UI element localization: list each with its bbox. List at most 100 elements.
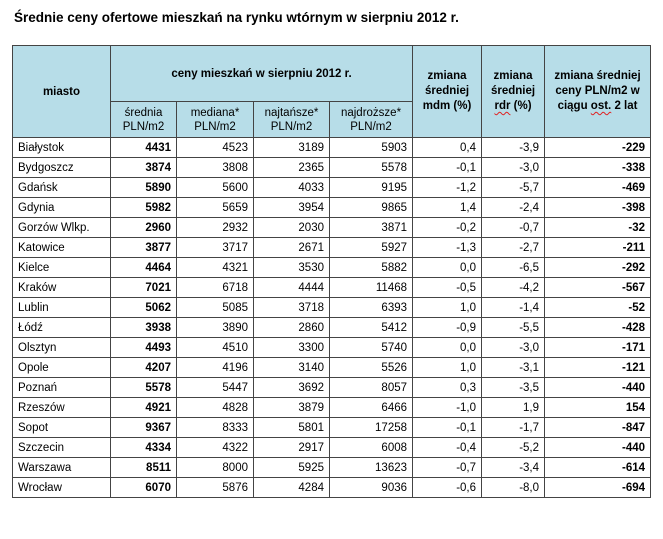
cell-najdrozsze: 6466 bbox=[328, 397, 414, 418]
cell-najtansze: 2671 bbox=[253, 237, 330, 258]
cell-rdr: -1,4 bbox=[481, 297, 546, 318]
table-row: Lublin 5062 5085 3718 6393 1,0 -1,4 -52 bbox=[12, 297, 652, 318]
cell-mdm: -0,6 bbox=[412, 477, 483, 498]
cell-mdm: -1,3 bbox=[412, 237, 483, 258]
header-2-lata: zmiana średniej ceny PLN/m2 w ciągu ost.… bbox=[544, 45, 652, 138]
cell-srednia: 8511 bbox=[110, 457, 177, 478]
cell-rdr: -2,4 bbox=[481, 197, 546, 218]
cell-mediana: 8333 bbox=[176, 417, 254, 438]
cell-najdrozsze: 6008 bbox=[328, 437, 414, 458]
cell-srednia: 6070 bbox=[110, 477, 177, 498]
cell-mediana: 4196 bbox=[176, 357, 254, 378]
cell-najtansze: 3718 bbox=[253, 297, 330, 318]
cell-rdr: -4,2 bbox=[481, 277, 546, 298]
cell-mediana: 5876 bbox=[176, 477, 254, 498]
cell-mediana: 4510 bbox=[176, 337, 254, 358]
cell-rdr: -3,9 bbox=[481, 137, 546, 158]
cell-najdrozsze: 6393 bbox=[328, 297, 414, 318]
header-mdm-top: zmiana średniej bbox=[424, 70, 470, 97]
table-row: Szczecin 4334 4322 2917 6008 -0,4 -5,2 -440 bbox=[12, 437, 652, 458]
cell-rdr: 1,9 bbox=[481, 397, 546, 418]
cell-mdm: -0,1 bbox=[412, 417, 483, 438]
cell-najdrozsze: 5412 bbox=[328, 317, 414, 338]
table-row: Gdańsk 5890 5600 4033 9195 -1,2 -5,7 -469 bbox=[12, 177, 652, 198]
cell-najdrozsze: 5526 bbox=[328, 357, 414, 378]
cell-mediana: 6718 bbox=[176, 277, 254, 298]
cell-najdrozsze: 9036 bbox=[328, 477, 414, 498]
cell-rdr: -5,2 bbox=[481, 437, 546, 458]
cell-rdr: -8,0 bbox=[481, 477, 546, 498]
cell-lat2: -614 bbox=[544, 457, 652, 478]
cell-mediana: 5659 bbox=[176, 197, 254, 218]
cell-najtansze: 3530 bbox=[253, 257, 330, 278]
cell-mediana: 5600 bbox=[176, 177, 254, 198]
cell-rdr: -3,4 bbox=[481, 457, 546, 478]
cell-rdr: -3,1 bbox=[481, 357, 546, 378]
cell-najtansze: 2860 bbox=[253, 317, 330, 338]
cell-srednia: 4921 bbox=[110, 397, 177, 418]
cell-mdm: 0,0 bbox=[412, 257, 483, 278]
cell-lat2: -229 bbox=[544, 137, 652, 158]
header-najdrozsze: najdroższe* PLN/m2 bbox=[328, 101, 414, 138]
cell-najtansze: 5801 bbox=[253, 417, 330, 438]
cell-lat2: -440 bbox=[544, 377, 652, 398]
cell-rdr: -6,5 bbox=[481, 257, 546, 278]
cell-srednia: 9367 bbox=[110, 417, 177, 438]
header-group-prices: ceny mieszkań w sierpniu 2012 r. bbox=[109, 45, 414, 102]
cell-najdrozsze: 9195 bbox=[328, 177, 414, 198]
cell-najdrozsze: 11468 bbox=[328, 277, 414, 298]
header-2-lata-bottom: 2 lat bbox=[611, 100, 638, 112]
cell-najtansze: 2365 bbox=[253, 157, 330, 178]
cell-lat2: -694 bbox=[544, 477, 652, 498]
cell-najdrozsze: 9865 bbox=[328, 197, 414, 218]
cell-mdm: 0,0 bbox=[412, 337, 483, 358]
cell-najdrozsze: 5882 bbox=[328, 257, 414, 278]
cell-mediana: 8000 bbox=[176, 457, 254, 478]
cell-city: Białystok bbox=[12, 137, 111, 158]
table-row: Białystok 4431 4523 3189 5903 0,4 -3,9 -229 bbox=[12, 137, 652, 158]
cell-rdr: -5,7 bbox=[481, 177, 546, 198]
cell-mdm: -0,5 bbox=[412, 277, 483, 298]
cell-lat2: -398 bbox=[544, 197, 652, 218]
cell-lat2: -32 bbox=[544, 217, 652, 238]
cell-najtansze: 5925 bbox=[253, 457, 330, 478]
table-row: Łódź 3938 3890 2860 5412 -0,9 -5,5 -428 bbox=[12, 317, 652, 338]
cell-rdr: -2,7 bbox=[481, 237, 546, 258]
cell-srednia: 4431 bbox=[110, 137, 177, 158]
cell-srednia: 4334 bbox=[110, 437, 177, 458]
cell-najdrozsze: 5578 bbox=[328, 157, 414, 178]
table-row: Poznań 5578 5447 3692 8057 0,3 -3,5 -440 bbox=[12, 377, 652, 398]
header-miasto: miasto bbox=[12, 45, 111, 138]
cell-lat2: -211 bbox=[544, 237, 652, 258]
cell-najtansze: 3692 bbox=[253, 377, 330, 398]
cell-lat2: -52 bbox=[544, 297, 652, 318]
cell-najdrozsze: 5903 bbox=[328, 137, 414, 158]
cell-rdr: -3,0 bbox=[481, 157, 546, 178]
cell-najtansze: 3140 bbox=[253, 357, 330, 378]
cell-mediana: 3890 bbox=[176, 317, 254, 338]
cell-city: Poznań bbox=[12, 377, 111, 398]
cell-mdm: -1,2 bbox=[412, 177, 483, 198]
cell-najtansze: 3954 bbox=[253, 197, 330, 218]
cell-city: Rzeszów bbox=[12, 397, 111, 418]
cell-srednia: 3874 bbox=[110, 157, 177, 178]
cell-rdr: -3,0 bbox=[481, 337, 546, 358]
table-row: Sopot 9367 8333 5801 17258 -0,1 -1,7 -847 bbox=[12, 417, 652, 438]
header-2-lata-word: ost. bbox=[590, 100, 612, 112]
header-2-lata-top: zmiana średniej ceny PLN/m2 w ciągu bbox=[554, 70, 641, 112]
cell-najtansze: 4033 bbox=[253, 177, 330, 198]
cell-lat2: -440 bbox=[544, 437, 652, 458]
cell-najdrozsze: 8057 bbox=[328, 377, 414, 398]
cell-city: Gdynia bbox=[12, 197, 111, 218]
header-mediana: mediana* PLN/m2 bbox=[176, 101, 254, 138]
cell-mdm: -0,4 bbox=[412, 437, 483, 458]
cell-srednia: 2960 bbox=[110, 217, 177, 238]
cell-city: Bydgoszcz bbox=[12, 157, 111, 178]
header-rdr: zmiana średniej rdr (%) bbox=[481, 45, 546, 138]
cell-city: Olsztyn bbox=[12, 337, 111, 358]
table-row: Rzeszów 4921 4828 3879 6466 -1,0 1,9 154 bbox=[12, 397, 652, 418]
header-rdr-bottom: (%) bbox=[510, 100, 532, 112]
table-row: Gdynia 5982 5659 3954 9865 1,4 -2,4 -398 bbox=[12, 197, 652, 218]
cell-lat2: -292 bbox=[544, 257, 652, 278]
cell-lat2: 154 bbox=[544, 397, 652, 418]
